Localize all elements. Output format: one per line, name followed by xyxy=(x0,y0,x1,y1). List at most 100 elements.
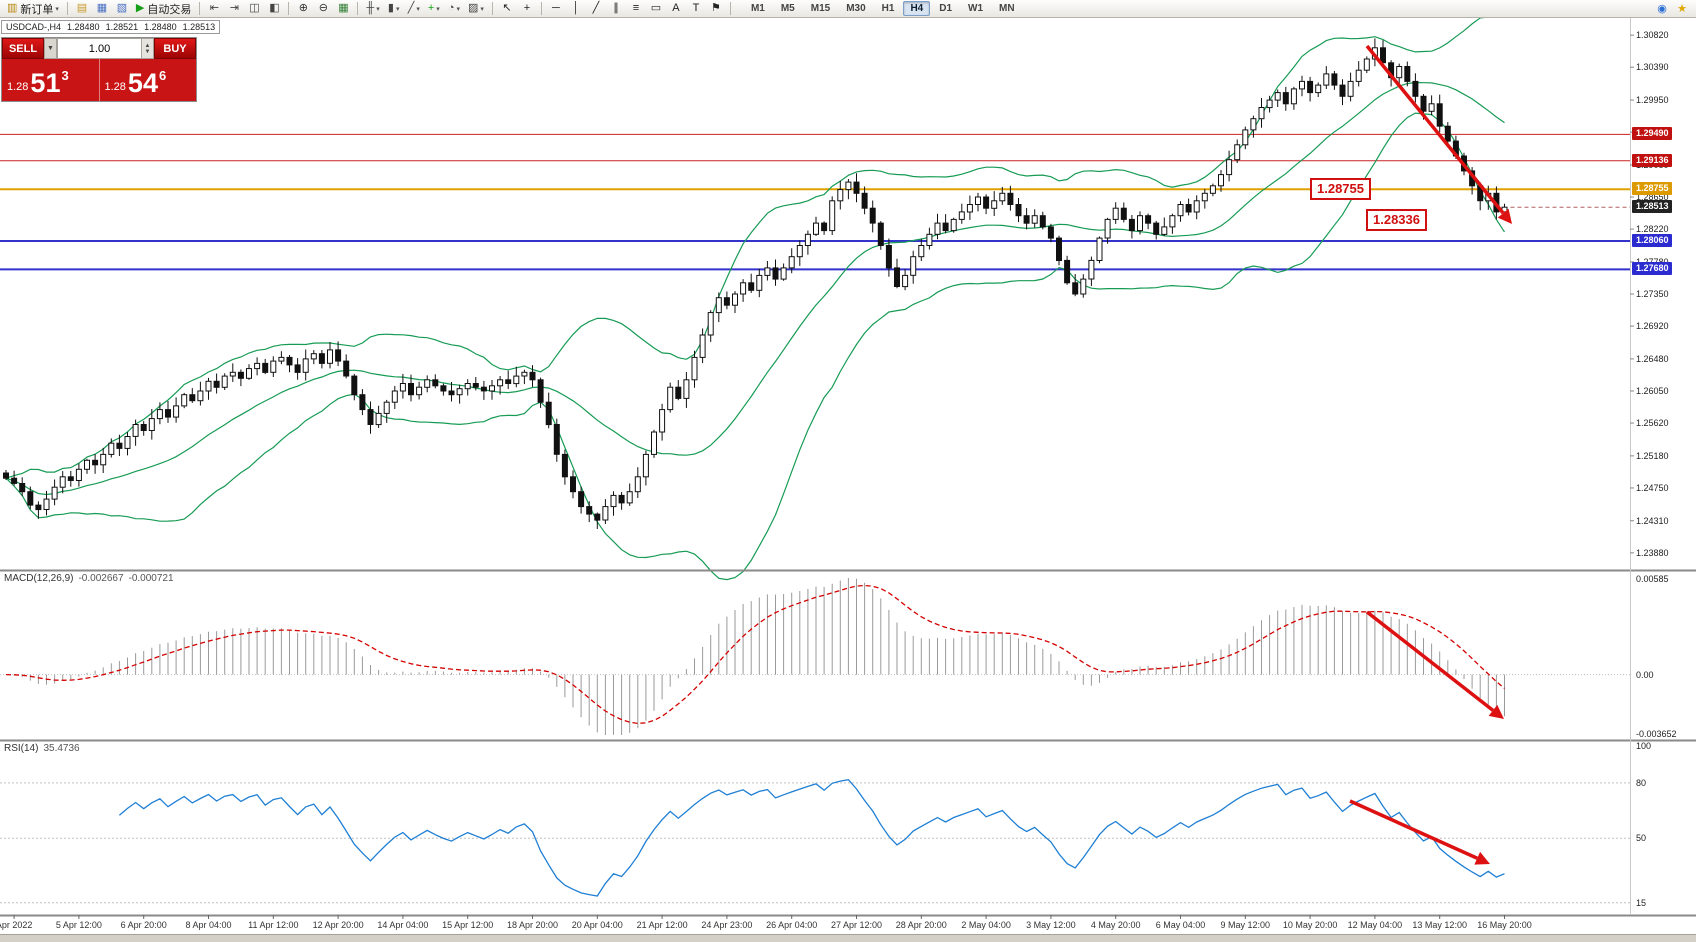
tile-grid-icon: ▦ xyxy=(338,2,349,14)
rsi-value: 35.4736 xyxy=(43,743,80,754)
market-watch-icon: ▧ xyxy=(116,2,128,14)
zoom-out-icon: ⊖ xyxy=(318,2,328,14)
macd-value-2: -0.000721 xyxy=(128,573,174,584)
text-button[interactable]: A xyxy=(667,1,685,17)
symbol-period-label: USDCAD-,H4 xyxy=(6,22,62,32)
chart-bars-icon: ╫ xyxy=(366,2,375,14)
chart-ohlc-header: USDCAD-,H4 1.28480 1.28521 1.28480 1.285… xyxy=(1,20,221,34)
cascade-windows-icon: ◧ xyxy=(269,2,280,14)
stepper-down-icon[interactable]: ▼ xyxy=(144,48,151,55)
chart-candles-icon: ▮ xyxy=(387,2,394,14)
timeframe-m5-button[interactable]: M5 xyxy=(780,3,795,14)
hline-icon: ─ xyxy=(552,2,560,14)
buy-price[interactable]: 1.28 54 6 xyxy=(98,59,197,101)
auto-trading-icon: ▶ xyxy=(135,2,145,14)
channel-button[interactable]: ∥ xyxy=(607,1,625,17)
sell-price-big: 51 xyxy=(30,68,61,98)
vline-button[interactable]: │ xyxy=(567,1,585,17)
volume-stepper[interactable]: ▲ ▼ xyxy=(141,39,153,58)
favorites-button[interactable]: ★ xyxy=(1673,1,1691,17)
charts-window-icon: ▦ xyxy=(96,2,108,14)
period-icon: ◔ xyxy=(447,2,455,14)
template-icon: ▨ xyxy=(468,2,479,14)
zoom-out-button[interactable]: ⊖ xyxy=(314,1,332,17)
zoom-in-icon: ⊕ xyxy=(298,2,308,14)
dropdown-arrow-icon: ▾ xyxy=(480,5,484,13)
window-bottom-strip xyxy=(0,934,1696,942)
toolbar-separator xyxy=(199,2,201,15)
timeframe-m30-button[interactable]: M30 xyxy=(846,3,866,14)
dropdown-arrow-icon: ▾ xyxy=(436,5,440,13)
template-button[interactable]: ▨ ▾ xyxy=(465,1,487,17)
dropdown-arrow-icon: ▾ xyxy=(456,5,461,13)
timeframe-m15-button[interactable]: M15 xyxy=(810,3,831,14)
label-button[interactable]: T xyxy=(687,1,705,17)
high-value: 1.28521 xyxy=(105,22,139,32)
add-indicator-icon: + xyxy=(427,2,435,14)
add-indicator-button[interactable]: + ▾ xyxy=(425,1,443,17)
horizontal-level-lines xyxy=(0,133,1630,271)
sell-button[interactable]: SELL xyxy=(2,38,44,59)
rsi-name: RSI(14) xyxy=(4,743,39,754)
arrows-icon: ⚑ xyxy=(711,2,721,14)
tile-grid-button[interactable]: ▦ xyxy=(334,1,352,17)
timeframe-toolbar: M1 M5 M15 M30 H1 H4 D1 W1 MN xyxy=(743,1,1023,16)
timeframe-d1-button[interactable]: D1 xyxy=(939,3,953,14)
fibonacci-button[interactable]: ≡ xyxy=(627,1,645,17)
zoom-in-button[interactable]: ⊕ xyxy=(294,1,312,17)
chart-bars-button[interactable]: ╫ ▾ xyxy=(363,1,382,17)
timeframe-mn-button[interactable]: MN xyxy=(999,3,1015,14)
toolbar-separator xyxy=(729,2,731,15)
chart-line-button[interactable]: ╱ ▾ xyxy=(405,1,423,17)
panel-dividers xyxy=(0,18,1696,919)
trendline-button[interactable]: ╱ xyxy=(587,1,605,17)
cursor-button[interactable]: ↖ xyxy=(498,1,516,17)
crosshair-icon: + xyxy=(523,2,531,14)
shapes-button[interactable]: ▭ xyxy=(647,1,665,17)
macd-panel xyxy=(0,578,1630,735)
stepper-up-icon[interactable]: ▲ xyxy=(144,42,151,49)
buy-price-big: 54 xyxy=(127,68,158,98)
sell-price[interactable]: 1.28 51 3 xyxy=(2,59,99,101)
dropdown-arrow-icon: ▾ xyxy=(376,5,380,13)
timeframe-h1-button[interactable]: H1 xyxy=(881,3,895,14)
auto-trading-button-label: 自动交易 xyxy=(147,3,192,16)
search-button[interactable]: ◉ xyxy=(1653,1,1671,17)
macd-indicator-label: MACD(12,26,9) -0.002667 -0.000721 xyxy=(4,573,174,584)
text-icon: A xyxy=(672,2,680,14)
open-value: 1.28480 xyxy=(67,22,100,32)
market-watch-button[interactable]: ▧ xyxy=(113,1,131,17)
cascade-windows-button[interactable]: ◧ xyxy=(265,1,283,17)
search-icon: ◉ xyxy=(1657,2,1667,15)
tile-windows-button[interactable]: ◫ xyxy=(245,1,263,17)
hline-button[interactable]: ─ xyxy=(547,1,565,17)
sell-options-dropdown[interactable]: ▼ xyxy=(44,38,57,59)
timeframe-h4-button[interactable]: H4 xyxy=(903,1,931,16)
rsi-indicator-label: RSI(14) 35.4736 xyxy=(4,743,80,754)
trade-controls-row: SELL ▼ ▲ ▼ BUY xyxy=(2,38,196,59)
macd-value-1: -0.002667 xyxy=(78,573,124,584)
align-right-button[interactable]: ⇥ xyxy=(225,1,243,17)
volume-input[interactable] xyxy=(58,39,141,58)
sell-price-sup: 3 xyxy=(61,68,69,83)
chart-candles-button[interactable]: ▮ ▾ xyxy=(385,1,403,17)
period-button[interactable]: ◔ ▾ xyxy=(445,1,463,17)
fibonacci-icon: ≡ xyxy=(632,2,640,14)
auto-trading-button[interactable]: ▶ 自动交易 xyxy=(133,1,194,17)
timeframe-m1-button[interactable]: M1 xyxy=(750,3,765,14)
buy-price-sup: 6 xyxy=(158,68,167,83)
arrows-button[interactable]: ⚑ xyxy=(707,1,725,17)
align-left-button[interactable]: ⇤ xyxy=(205,1,223,17)
timeframe-w1-button[interactable]: W1 xyxy=(968,3,984,14)
dropdown-arrow-icon: ▾ xyxy=(55,5,59,13)
chart-line-icon: ╱ xyxy=(407,2,415,14)
profiles-button[interactable]: ▤ xyxy=(73,1,91,17)
new-order-button[interactable]: ▥ 新订单 ▾ xyxy=(4,1,62,17)
new-order-button-label: 新订单 xyxy=(20,3,54,16)
crosshair-button[interactable]: + xyxy=(518,1,536,17)
align-right-icon: ⇥ xyxy=(229,2,239,14)
profiles-icon: ▤ xyxy=(76,2,88,14)
buy-button[interactable]: BUY xyxy=(154,38,196,59)
charts-window-button[interactable]: ▦ xyxy=(93,1,111,17)
